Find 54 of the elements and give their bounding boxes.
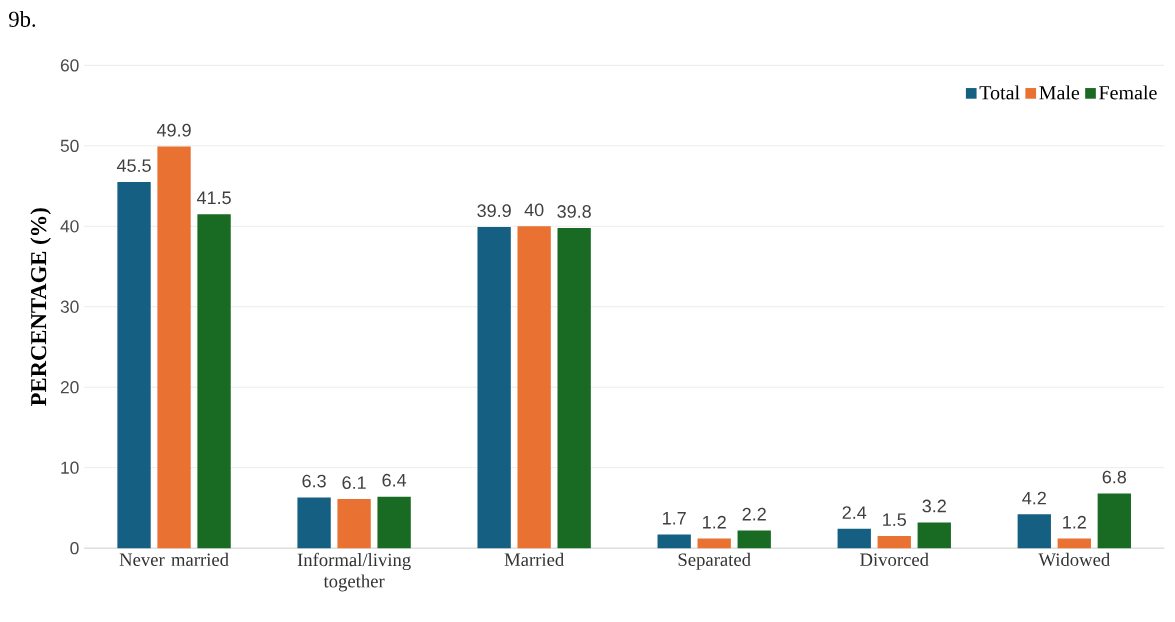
x-tick-label: Informal/living together xyxy=(297,553,411,592)
bar xyxy=(337,499,371,549)
data-label: 39.9 xyxy=(477,204,511,218)
y-tick-label: 30 xyxy=(60,300,79,314)
bar xyxy=(1017,514,1051,549)
chart-title: 9b. xyxy=(9,11,36,28)
legend-label: Male xyxy=(1039,85,1080,100)
y-tick-label: 40 xyxy=(60,220,79,233)
x-tick-label: Divorced xyxy=(860,553,929,567)
bar xyxy=(157,146,191,549)
bar xyxy=(197,214,231,549)
x-tick-label: Widowed xyxy=(1038,553,1111,567)
bar xyxy=(697,538,731,549)
bar xyxy=(917,522,951,549)
y-tick-label: 10 xyxy=(61,461,79,475)
data-label: 6.4 xyxy=(382,474,407,487)
bar xyxy=(117,182,151,549)
y-tick-label: 0 xyxy=(70,542,79,555)
data-label: 4.2 xyxy=(1022,491,1046,505)
data-label: 49.9 xyxy=(156,124,191,137)
data-label: 3.2 xyxy=(922,499,946,513)
data-label: 6.1 xyxy=(342,476,366,490)
data-label: 41.5 xyxy=(196,191,231,205)
y-tick-label: 20 xyxy=(60,381,79,394)
bar xyxy=(477,227,511,549)
bar xyxy=(1057,538,1091,549)
bar xyxy=(737,530,771,549)
x-tick-label: Married xyxy=(504,553,565,567)
y-tick-label: 50 xyxy=(60,139,79,153)
bar xyxy=(377,496,411,549)
bar xyxy=(517,226,551,549)
y-tick-label: 60 xyxy=(60,59,79,72)
bar xyxy=(557,228,591,549)
data-label: 1.7 xyxy=(663,512,686,525)
bar xyxy=(657,534,691,549)
data-label: 39.8 xyxy=(557,205,591,219)
data-label: 2.4 xyxy=(842,506,867,520)
legend-label: Total xyxy=(979,85,1020,100)
data-label: 1.2 xyxy=(703,516,726,529)
x-tick-label: Separated xyxy=(678,553,751,571)
bar xyxy=(877,536,911,549)
bar xyxy=(837,529,871,549)
bar xyxy=(1097,493,1131,549)
y-axis-title: PERCENTAGE (%) xyxy=(30,208,51,407)
data-label: 6.3 xyxy=(302,474,326,488)
data-label: 40 xyxy=(524,203,544,217)
bar xyxy=(297,497,331,549)
legend-label: Female xyxy=(1099,85,1157,100)
data-label: 2.2 xyxy=(742,508,766,521)
data-label: 1.2 xyxy=(1063,516,1086,529)
data-label: 6.8 xyxy=(1102,470,1127,484)
data-label: 45.5 xyxy=(116,159,151,173)
data-label: 1.5 xyxy=(883,513,907,527)
x-tick-label: Never married xyxy=(119,553,229,567)
